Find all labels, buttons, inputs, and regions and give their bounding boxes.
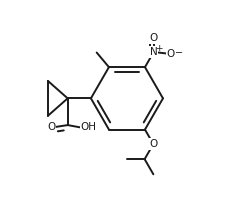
Text: O: O [166, 49, 174, 59]
Text: O: O [148, 139, 157, 149]
Text: O: O [47, 122, 55, 132]
Text: OH: OH [81, 122, 96, 132]
Text: N: N [149, 47, 157, 57]
Text: −: − [174, 48, 182, 58]
Text: +: + [154, 44, 162, 53]
Text: O: O [149, 33, 157, 43]
